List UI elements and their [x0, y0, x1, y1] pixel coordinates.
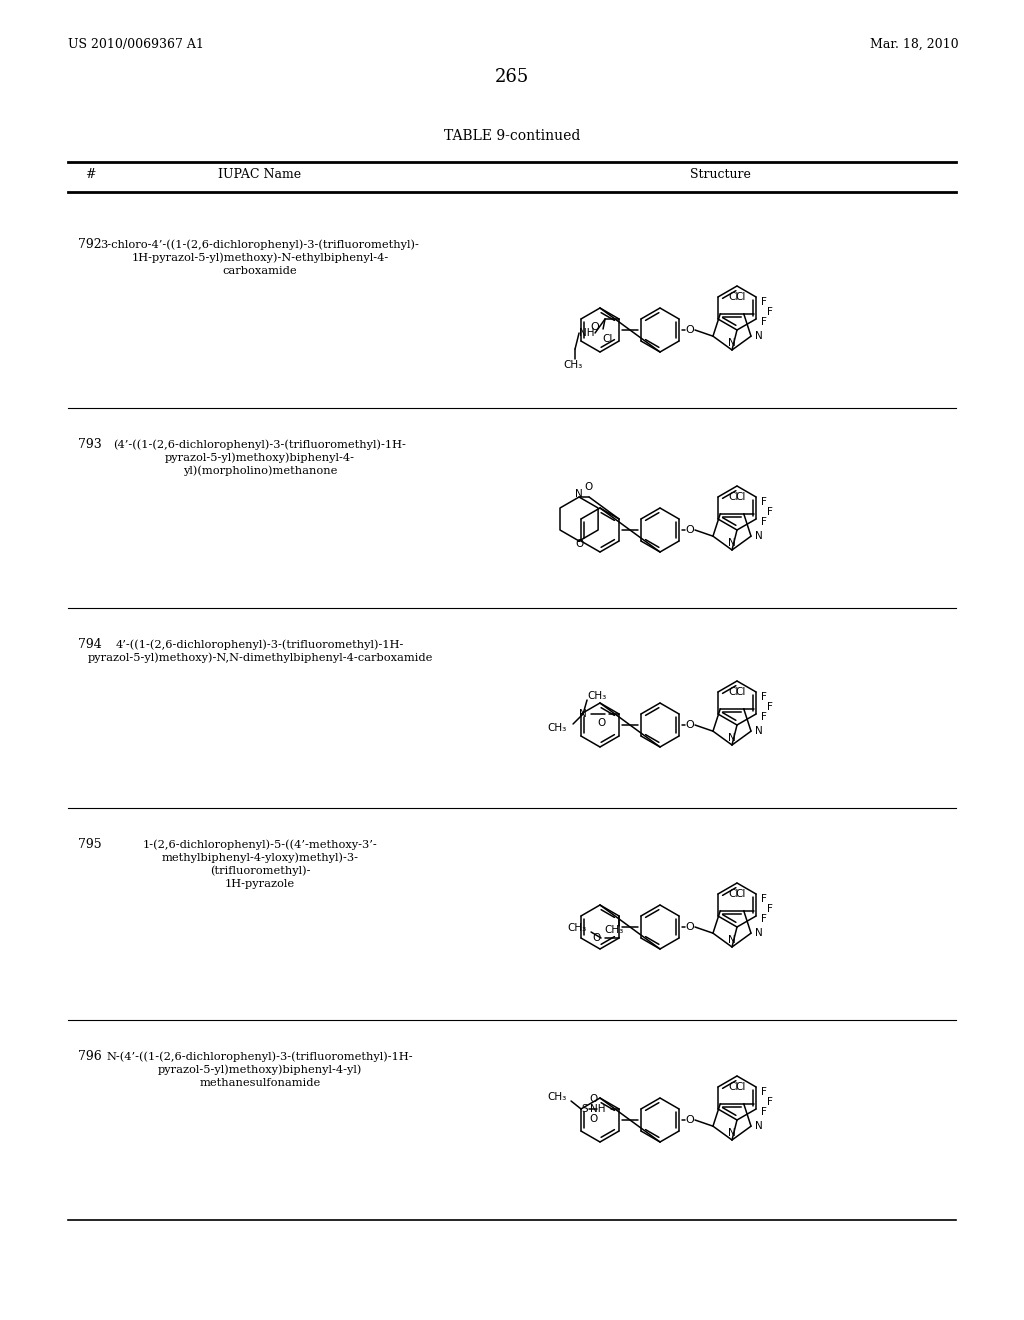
Text: F: F — [761, 692, 767, 702]
Text: N: N — [728, 338, 736, 348]
Text: CH₃: CH₃ — [604, 925, 624, 935]
Text: F: F — [761, 894, 767, 904]
Text: 4’-((1-(2,6-dichlorophenyl)-3-(trifluoromethyl)-1H-: 4’-((1-(2,6-dichlorophenyl)-3-(trifluoro… — [116, 639, 404, 649]
Text: Cl: Cl — [603, 334, 613, 345]
Text: F: F — [767, 702, 773, 711]
Text: N: N — [728, 733, 736, 743]
Text: O: O — [686, 325, 694, 335]
Text: NH: NH — [590, 1104, 605, 1114]
Text: Cl: Cl — [735, 292, 746, 302]
Text: CH₃: CH₃ — [563, 360, 583, 370]
Text: CH₃: CH₃ — [567, 923, 587, 933]
Text: F: F — [761, 317, 767, 327]
Text: Cl: Cl — [728, 492, 738, 502]
Text: F: F — [761, 1106, 767, 1117]
Text: pyrazol-5-yl)methoxy)biphenyl-4-: pyrazol-5-yl)methoxy)biphenyl-4- — [165, 453, 355, 463]
Text: N: N — [728, 935, 736, 945]
Text: O: O — [584, 482, 592, 492]
Text: Cl: Cl — [728, 686, 738, 697]
Text: 1-(2,6-dichlorophenyl)-5-((4’-methoxy-3’-: 1-(2,6-dichlorophenyl)-5-((4’-methoxy-3’… — [142, 840, 378, 850]
Text: F: F — [767, 904, 773, 913]
Text: N-(4’-((1-(2,6-dichlorophenyl)-3-(trifluoromethyl)-1H-: N-(4’-((1-(2,6-dichlorophenyl)-3-(triflu… — [106, 1052, 414, 1063]
Text: 792: 792 — [78, 238, 101, 251]
Text: NH: NH — [580, 327, 595, 338]
Text: S: S — [582, 1104, 589, 1114]
Text: CH₃: CH₃ — [587, 690, 606, 701]
Text: O: O — [590, 322, 599, 333]
Text: O: O — [686, 921, 694, 932]
Text: F: F — [767, 507, 773, 517]
Text: O: O — [686, 1115, 694, 1125]
Text: Mar. 18, 2010: Mar. 18, 2010 — [870, 38, 958, 51]
Text: F: F — [761, 1086, 767, 1097]
Text: N: N — [728, 1129, 736, 1138]
Text: yl)(morpholino)methanone: yl)(morpholino)methanone — [183, 466, 337, 477]
Text: (trifluoromethyl)-: (trifluoromethyl)- — [210, 866, 310, 876]
Text: Cl: Cl — [735, 1082, 746, 1092]
Text: N: N — [755, 928, 763, 939]
Text: O: O — [574, 539, 584, 549]
Text: F: F — [767, 306, 773, 317]
Text: O: O — [686, 719, 694, 730]
Text: 1H-pyrazole: 1H-pyrazole — [225, 879, 295, 888]
Text: methylbiphenyl-4-yloxy)methyl)-3-: methylbiphenyl-4-yloxy)methyl)-3- — [162, 853, 358, 863]
Text: 796: 796 — [78, 1049, 101, 1063]
Text: 3-chloro-4’-((1-(2,6-dichlorophenyl)-3-(trifluoromethyl)-: 3-chloro-4’-((1-(2,6-dichlorophenyl)-3-(… — [100, 239, 420, 249]
Text: TABLE 9-continued: TABLE 9-continued — [443, 129, 581, 143]
Text: O: O — [589, 1094, 597, 1104]
Text: O: O — [593, 933, 601, 942]
Text: (4’-((1-(2,6-dichlorophenyl)-3-(trifluoromethyl)-1H-: (4’-((1-(2,6-dichlorophenyl)-3-(trifluor… — [114, 440, 407, 450]
Text: N: N — [580, 709, 587, 719]
Text: Cl: Cl — [735, 492, 746, 502]
Text: carboxamide: carboxamide — [222, 267, 297, 276]
Text: 1H-pyrazol-5-yl)methoxy)-N-ethylbiphenyl-4-: 1H-pyrazol-5-yl)methoxy)-N-ethylbiphenyl… — [131, 252, 389, 263]
Text: IUPAC Name: IUPAC Name — [218, 168, 301, 181]
Text: O: O — [686, 525, 694, 535]
Text: pyrazol-5-yl)methoxy)biphenyl-4-yl): pyrazol-5-yl)methoxy)biphenyl-4-yl) — [158, 1064, 362, 1074]
Text: N: N — [755, 726, 763, 737]
Text: #: # — [85, 168, 95, 181]
Text: N: N — [755, 331, 763, 341]
Text: CH₃: CH₃ — [548, 1092, 567, 1102]
Text: methanesulfonamide: methanesulfonamide — [200, 1078, 321, 1088]
Text: Cl: Cl — [735, 686, 746, 697]
Text: N: N — [575, 488, 583, 499]
Text: CH₃: CH₃ — [548, 723, 567, 733]
Text: Structure: Structure — [689, 168, 751, 181]
Text: 795: 795 — [78, 838, 101, 851]
Text: Cl: Cl — [728, 888, 738, 899]
Text: F: F — [761, 711, 767, 722]
Text: US 2010/0069367 A1: US 2010/0069367 A1 — [68, 38, 204, 51]
Text: F: F — [767, 1097, 773, 1106]
Text: N: N — [755, 1121, 763, 1131]
Text: N: N — [728, 539, 736, 548]
Text: pyrazol-5-yl)methoxy)-N,N-dimethylbiphenyl-4-carboxamide: pyrazol-5-yl)methoxy)-N,N-dimethylbiphen… — [87, 652, 433, 663]
Text: 265: 265 — [495, 69, 529, 86]
Text: Cl: Cl — [728, 1082, 738, 1092]
Text: F: F — [761, 496, 767, 507]
Text: Cl: Cl — [728, 292, 738, 302]
Text: O: O — [597, 718, 605, 729]
Text: F: F — [761, 297, 767, 306]
Text: O: O — [589, 1114, 597, 1125]
Text: Cl: Cl — [735, 888, 746, 899]
Text: 794: 794 — [78, 638, 101, 651]
Text: F: F — [761, 913, 767, 924]
Text: 793: 793 — [78, 438, 101, 451]
Text: F: F — [761, 517, 767, 527]
Text: N: N — [755, 531, 763, 541]
